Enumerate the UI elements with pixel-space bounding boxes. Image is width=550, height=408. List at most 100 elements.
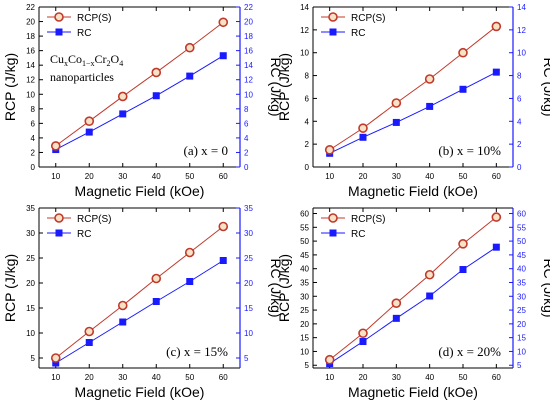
y-tick-label-right: 25: [517, 306, 526, 315]
legend-rcp-marker: [54, 213, 64, 223]
y-axis-label-left: RCP (J/kg): [276, 254, 292, 322]
rcp-point: [491, 21, 502, 32]
y-tick-label-right: 18: [244, 32, 253, 41]
rc-point: [492, 68, 500, 76]
x-tick-label: 20: [85, 172, 94, 181]
rc-point: [152, 92, 160, 100]
legend-rcp-label: RCP(S): [77, 214, 111, 225]
rcp-point: [84, 326, 95, 337]
legend-rc-label: RC: [351, 229, 365, 240]
y-tick-label-left: 18: [26, 32, 35, 41]
legend-rcp-marker: [54, 12, 64, 22]
y-tick-label-left: 15: [300, 334, 309, 343]
rc-point: [186, 72, 194, 80]
y-tick-label-left: 20: [300, 320, 309, 329]
rcp-point: [50, 141, 61, 151]
rcp-point: [458, 239, 468, 249]
y-tick-label-left: 20: [26, 18, 35, 27]
rcp-line: [329, 26, 497, 151]
y-tick-label-left: 15: [26, 304, 35, 313]
legend-rcp-marker: [328, 213, 338, 223]
y-tick-label-left: 5: [31, 354, 36, 363]
y-tick-label-left: 0: [31, 163, 36, 172]
y-tick-label-right: 8: [244, 105, 249, 114]
y-tick-label-left: 50: [300, 237, 309, 246]
y-tick-label-right: 60: [517, 210, 526, 219]
y-tick-label-right: 30: [517, 292, 526, 301]
legend-rcp-label: RCP(S): [77, 13, 111, 24]
rc-point: [426, 102, 434, 110]
x-tick-label: 60: [492, 172, 501, 181]
rcp-point: [50, 353, 61, 363]
y-tick-label-right: 35: [517, 278, 526, 287]
y-tick-label-left: 12: [26, 76, 35, 85]
rc-point: [219, 52, 227, 60]
x-tick-label: 10: [325, 373, 334, 382]
y-tick-label-left: 25: [26, 254, 35, 263]
y-tick-label-right: 10: [517, 49, 526, 58]
y-tick-label-left: 10: [300, 49, 309, 58]
y-tick-label-right: 55: [517, 223, 526, 232]
rc-point: [492, 243, 500, 251]
y-tick-label-left: 2: [305, 140, 310, 149]
y-tick-label-left: 6: [31, 119, 36, 128]
y-tick-label-right: 15: [517, 334, 526, 343]
rc-point: [85, 128, 93, 136]
legend-rc-marker: [329, 28, 337, 36]
y-tick-label-left: 0: [305, 163, 310, 172]
rcp-point: [184, 247, 195, 258]
x-tick-label: 50: [459, 373, 468, 382]
y-tick-label-left: 55: [300, 223, 309, 232]
rcp-point: [218, 221, 229, 232]
y-tick-label-right: 16: [244, 47, 253, 56]
y-tick-label-right: 20: [517, 320, 526, 329]
y-tick-label-left: 6: [305, 94, 310, 103]
y-tick-label-left: 12: [300, 26, 309, 35]
rc-point: [119, 110, 127, 118]
y-axis-label-left: RCP (J/kg): [2, 254, 18, 322]
rc-point: [459, 266, 467, 274]
rcp-point: [458, 47, 468, 58]
y-tick-label-right: 5: [517, 361, 522, 370]
rc-line: [329, 71, 497, 154]
x-tick-label: 50: [185, 373, 194, 382]
composition-formula: CuxCo1−xCr2O4: [50, 52, 123, 68]
x-tick-label: 10: [51, 172, 60, 181]
rc-point: [359, 338, 367, 346]
legend-rcp-marker: [328, 12, 338, 22]
y-tick-label-right: 22: [244, 3, 253, 12]
y-tick-label-left: 45: [300, 251, 309, 260]
rc-point: [392, 118, 400, 126]
rc-line: [55, 260, 224, 364]
legend-rc-label: RC: [351, 28, 365, 39]
x-tick-label: 20: [85, 373, 94, 382]
y-tick-label-right: 25: [244, 254, 253, 263]
legend-rc-label: RC: [77, 229, 91, 240]
composition-label: nanoparticles: [50, 70, 114, 84]
y-tick-label-left: 5: [305, 361, 310, 370]
rc-point: [152, 298, 160, 305]
y-tick-label-right: 10: [244, 90, 253, 99]
y-tick-label-left: 10: [26, 90, 35, 99]
rc-point: [52, 359, 60, 367]
y-tick-label-right: 4: [244, 134, 249, 143]
panel-c: 10 20 30 40 50 60 5 5 10 10 15 15 20 20 25 25 30 30 35 35 Ma…: [2, 204, 284, 400]
x-tick-label: 50: [185, 172, 194, 181]
legend-rc-marker: [55, 229, 63, 237]
y-tick-label-right: 14: [517, 3, 526, 12]
y-tick-label-right: 50: [517, 237, 526, 246]
rcp-line: [55, 226, 224, 359]
y-tick-label-left: 2: [31, 148, 36, 157]
y-tick-label-right: 45: [517, 251, 526, 260]
legend-rc-marker: [329, 229, 337, 237]
x-tick-label: 30: [392, 172, 401, 181]
x-tick-label: 30: [118, 373, 127, 382]
y-tick-label-left: 30: [26, 229, 35, 238]
rcp-point: [218, 17, 229, 28]
panel-label: (d) x = 20%: [438, 344, 501, 359]
y-tick-label-right: 0: [244, 163, 249, 172]
rc-point: [119, 318, 127, 326]
